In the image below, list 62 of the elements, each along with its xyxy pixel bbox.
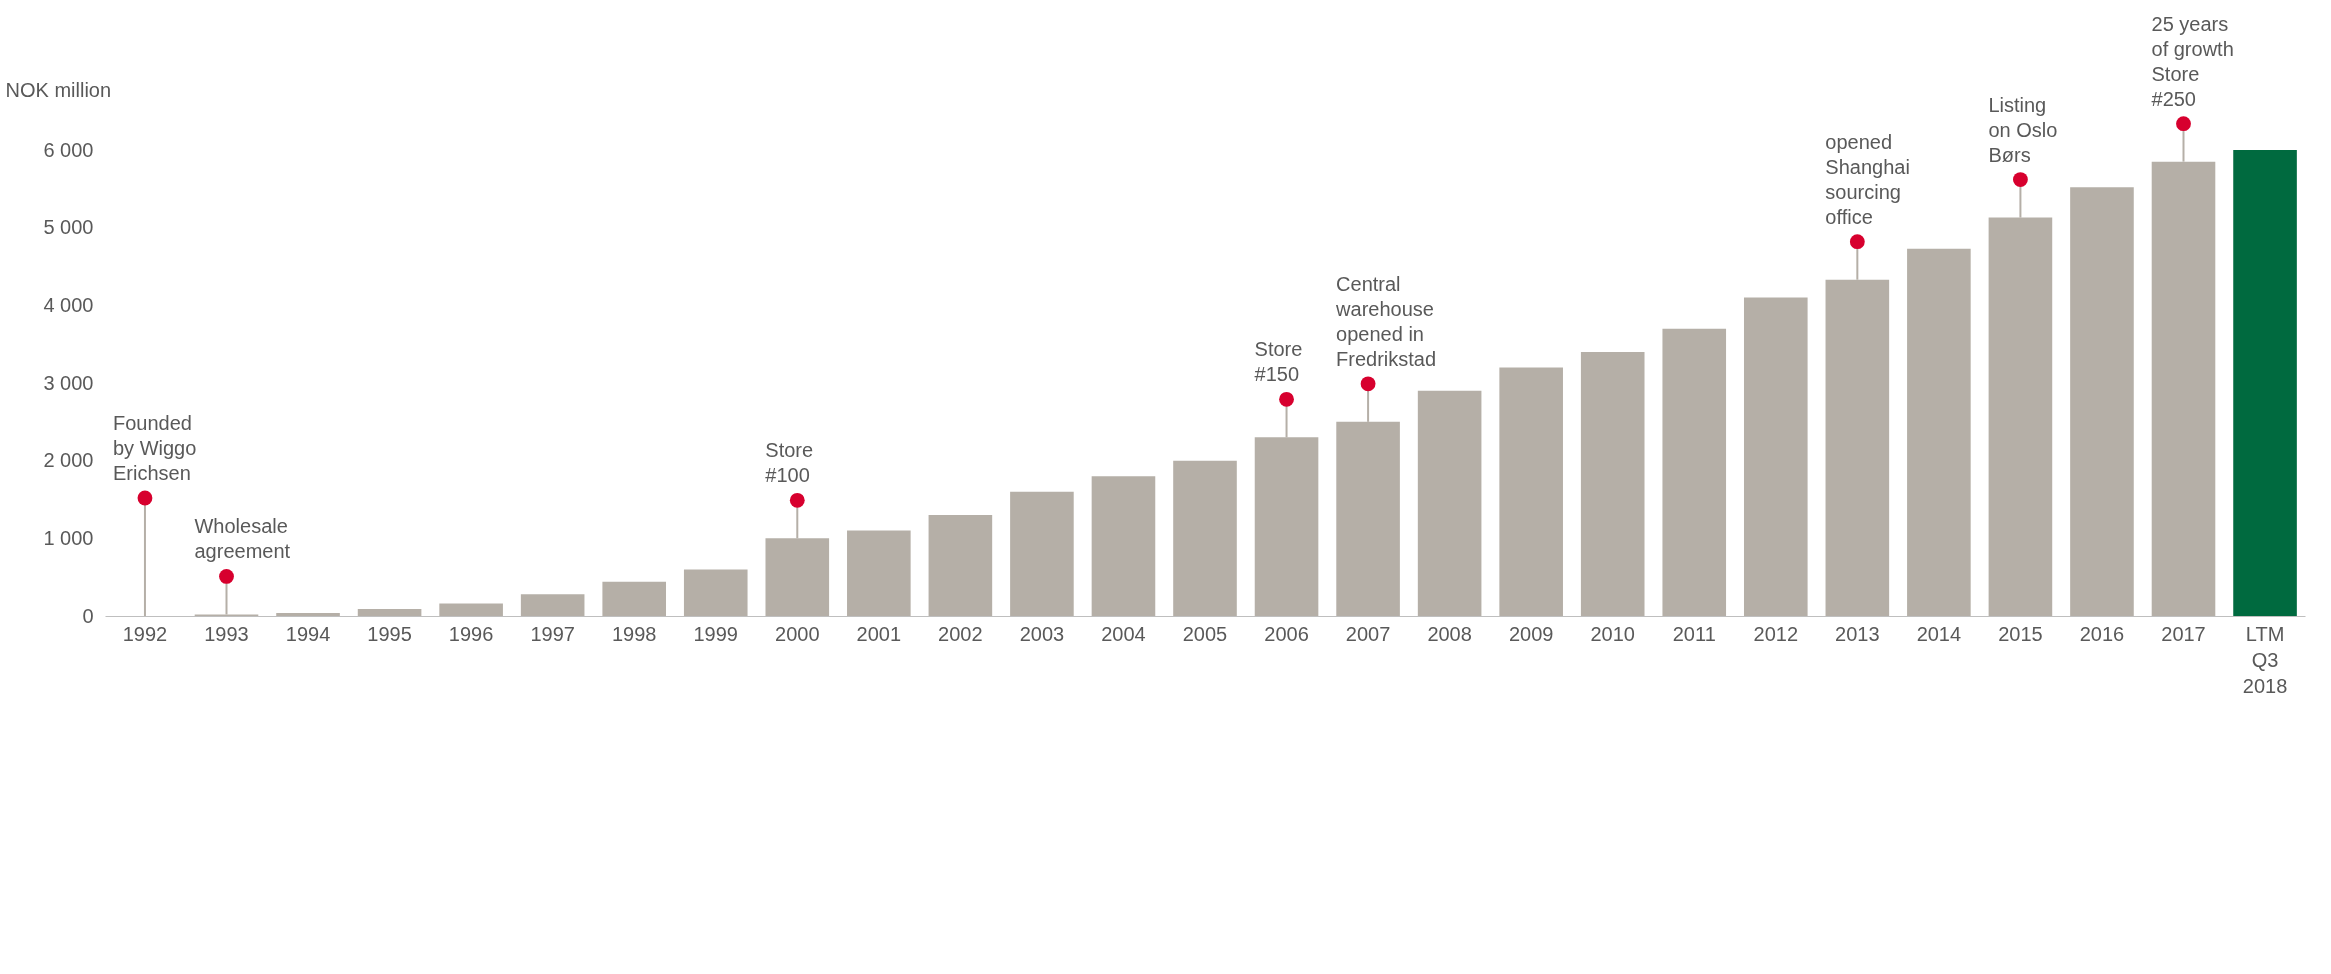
x-tick-label: 2009 — [1508, 622, 1554, 645]
bar — [928, 515, 993, 616]
x-tick-label: 1997 — [530, 622, 575, 645]
bar — [1499, 367, 1563, 616]
bar — [2070, 187, 2134, 616]
bar — [683, 569, 748, 616]
x-tick-label: 1996 — [448, 622, 494, 645]
x-tick-label: 1992 — [122, 622, 168, 645]
bar — [357, 609, 422, 616]
x-tick-label: 2002 — [938, 622, 983, 645]
y-tick-label: 5 000 — [43, 216, 94, 239]
annotation: Store #100 — [765, 439, 814, 487]
bar — [1010, 491, 1074, 616]
annotation: Listing on Oslo Børs — [1988, 93, 2058, 166]
annotation: opened Shanghai sourcing office — [1825, 130, 1910, 228]
x-tick-label: 1993 — [204, 622, 249, 645]
annotation: Store #150 — [1254, 338, 1303, 386]
bar — [1580, 351, 1645, 616]
annotation: Central warehouse opened in Fredrikstad — [1335, 272, 1437, 370]
bar — [1743, 297, 1808, 616]
bar — [1417, 390, 1482, 616]
x-tick-label: 2017 — [2161, 622, 2206, 645]
x-tick-label: 2001 — [856, 622, 902, 645]
y-tick-label: 2 000 — [43, 449, 94, 472]
x-tick-label: 2012 — [1753, 622, 1799, 645]
x-tick-label: 2015 — [1998, 622, 2043, 645]
x-tick-label: 2014 — [1916, 622, 1962, 645]
bar — [847, 530, 911, 616]
y-tick-label: 0 — [82, 604, 94, 627]
x-tick-label: 2007 — [1345, 622, 1391, 645]
bar — [276, 612, 340, 616]
y-axis-title: NOK million — [5, 78, 112, 101]
bar — [1173, 460, 1237, 616]
bar — [1091, 476, 1156, 616]
annotation: 25 years of growth Store #250 — [2151, 12, 2234, 110]
y-tick-label: 6 000 — [43, 138, 94, 161]
y-tick-label: 1 000 — [43, 526, 94, 549]
x-tick-label: LTM Q3 2018 — [2242, 622, 2288, 697]
bar — [520, 594, 585, 616]
bar — [1662, 328, 1727, 616]
x-tick-label: 1998 — [611, 622, 657, 645]
bar — [2233, 150, 2297, 616]
x-tick-label: 2006 — [1264, 622, 1309, 645]
annotation: Wholesale agreement — [194, 515, 291, 563]
bar — [1907, 248, 1971, 616]
x-tick-label: 2000 — [775, 622, 820, 645]
x-tick-label: 2005 — [1182, 622, 1228, 645]
x-tick-label: 2013 — [1835, 622, 1880, 645]
x-tick-label: 1994 — [285, 622, 331, 645]
annotation: Founded by Wiggo Erichsen — [112, 412, 197, 484]
x-tick-label: 1995 — [367, 622, 412, 645]
x-tick-label: 2011 — [1672, 622, 1716, 645]
x-tick-label: 2010 — [1590, 622, 1635, 645]
x-tick-label: 2003 — [1019, 622, 1065, 645]
x-tick-label: 2004 — [1101, 622, 1146, 645]
x-tick-label: 2016 — [2079, 622, 2125, 645]
bar — [439, 603, 503, 616]
x-tick-label: 2008 — [1427, 622, 1472, 645]
x-tick-label: 1999 — [693, 622, 738, 645]
bar — [602, 581, 667, 616]
y-tick-label: 4 000 — [43, 293, 94, 316]
y-tick-label: 3 000 — [43, 371, 94, 394]
